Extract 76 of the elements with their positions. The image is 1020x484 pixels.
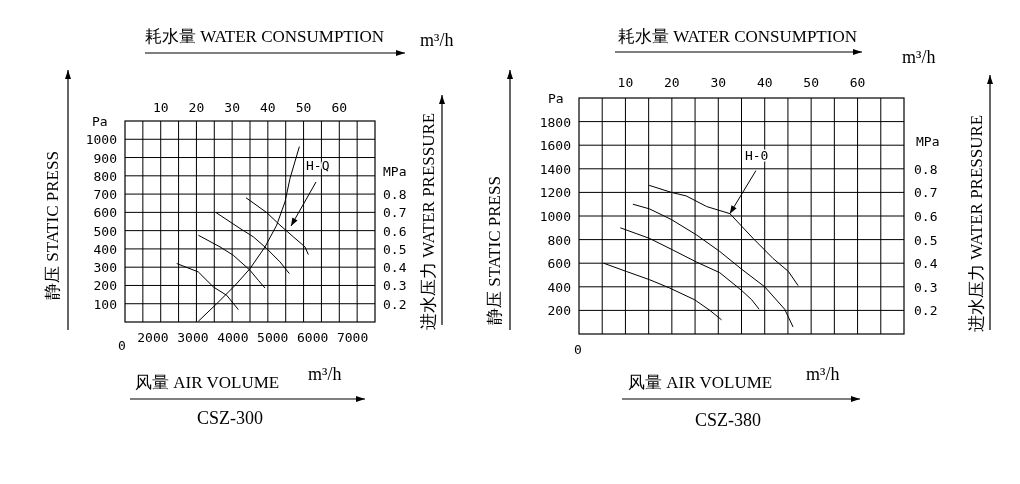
x-axis-title: 风量 AIR VOLUME (628, 373, 773, 392)
x-tick-label: 4000 (217, 330, 249, 345)
line-series (619, 227, 760, 310)
y-tick-label: 1400 (539, 161, 571, 177)
y2-tick-label: 0.4 (914, 256, 938, 272)
text: CSZ-300 (196, 408, 264, 428)
text: m³/h (420, 30, 454, 50)
x2-tick-label: 40 (260, 100, 276, 115)
y2-tick-label: 0.7 (914, 185, 938, 201)
y-tick-label: 1800 (539, 114, 571, 130)
y-tick-label: 600 (93, 205, 117, 221)
text: m³/h (806, 364, 840, 384)
y-tick-label: 900 (93, 150, 117, 166)
y2-tick-label: 0.8 (914, 161, 938, 177)
text: MPa (383, 164, 407, 179)
y-tick-label: 1000 (539, 209, 571, 224)
x-tick-label: 30 (710, 75, 727, 90)
text: MPa (916, 134, 940, 149)
text: m³/h (308, 364, 342, 384)
x-tick-label: 50 (803, 75, 819, 90)
y-tick-label: 200 (547, 303, 571, 319)
y2-tick-label: 0.2 (914, 303, 938, 319)
x-tick-label: 7000 (336, 330, 369, 345)
y2-tick-label: 0.4 (383, 260, 407, 276)
y-tick-label: 1200 (539, 185, 571, 201)
y-tick-label: 1600 (539, 138, 571, 154)
y2-tick-label: 0.6 (914, 209, 938, 224)
x-tick-label: 5000 (257, 330, 289, 345)
y-tick-label: 200 (93, 278, 117, 294)
y-tick-label: 700 (93, 187, 117, 203)
y-tick-label: 600 (547, 256, 571, 272)
y-axis-title: 静压 STATIC PRESS (485, 176, 504, 325)
x-tick-label: 6000 (297, 330, 329, 345)
y-tick-label: 500 (93, 223, 117, 239)
x-tick-label: 60 (849, 75, 866, 90)
x-tick-label: 3000 (177, 330, 209, 345)
x-tick-label: 2000 (137, 330, 169, 345)
x-tick-label: 10 (617, 75, 634, 90)
y-tick-label: 1000 (85, 132, 117, 148)
y2-tick-label: 0.6 (383, 223, 407, 239)
line-series (648, 184, 799, 287)
text: m³/h (902, 47, 936, 67)
y-tick-label: 400 (547, 279, 571, 295)
y2-axis-title: 进水压力 WATER PRESSURE (967, 114, 986, 332)
x-axis-title: 风量 AIR VOLUME (135, 373, 280, 392)
text: Pa (548, 91, 564, 106)
x2-tick-label: 30 (224, 100, 240, 115)
y-axis-title: 静压 STATIC PRESS (43, 151, 62, 300)
x2-tick-label: 50 (295, 100, 312, 115)
line-series (603, 262, 723, 321)
text: Pa (92, 114, 108, 129)
y2-axis-title: 进水压力 WATER PRESSURE (419, 112, 438, 330)
y2-tick-label: 0.7 (383, 205, 407, 221)
y-tick-label: 400 (93, 241, 117, 257)
text: 0 (574, 342, 582, 357)
text: 0 (118, 338, 126, 353)
line-series (215, 212, 290, 275)
y2-tick-label: 0.2 (383, 296, 407, 312)
x2-tick-label: 10 (152, 100, 169, 115)
line-series (632, 203, 794, 328)
x-tick-label: 40 (756, 75, 773, 90)
y2-tick-label: 0.3 (383, 278, 407, 294)
y2-tick-label: 0.8 (383, 187, 407, 203)
y2-tick-label: 0.5 (914, 232, 938, 248)
x-tick-label: 20 (664, 75, 680, 90)
text: CSZ-380 (694, 410, 762, 430)
x2-axis-title: 耗水量 WATER CONSUMPTION (145, 27, 384, 46)
y-tick-label: 800 (93, 168, 117, 184)
x2-axis-title: 耗水量 WATER CONSUMPTION (618, 27, 857, 46)
x2-tick-label: 20 (188, 100, 205, 115)
y2-tick-label: 0.3 (914, 279, 938, 295)
y-tick-label: 800 (547, 232, 571, 248)
x2-tick-label: 60 (331, 100, 348, 115)
y-tick-label: 100 (93, 296, 117, 312)
y2-tick-label: 0.5 (383, 241, 407, 257)
y-tick-label: 300 (93, 260, 117, 276)
